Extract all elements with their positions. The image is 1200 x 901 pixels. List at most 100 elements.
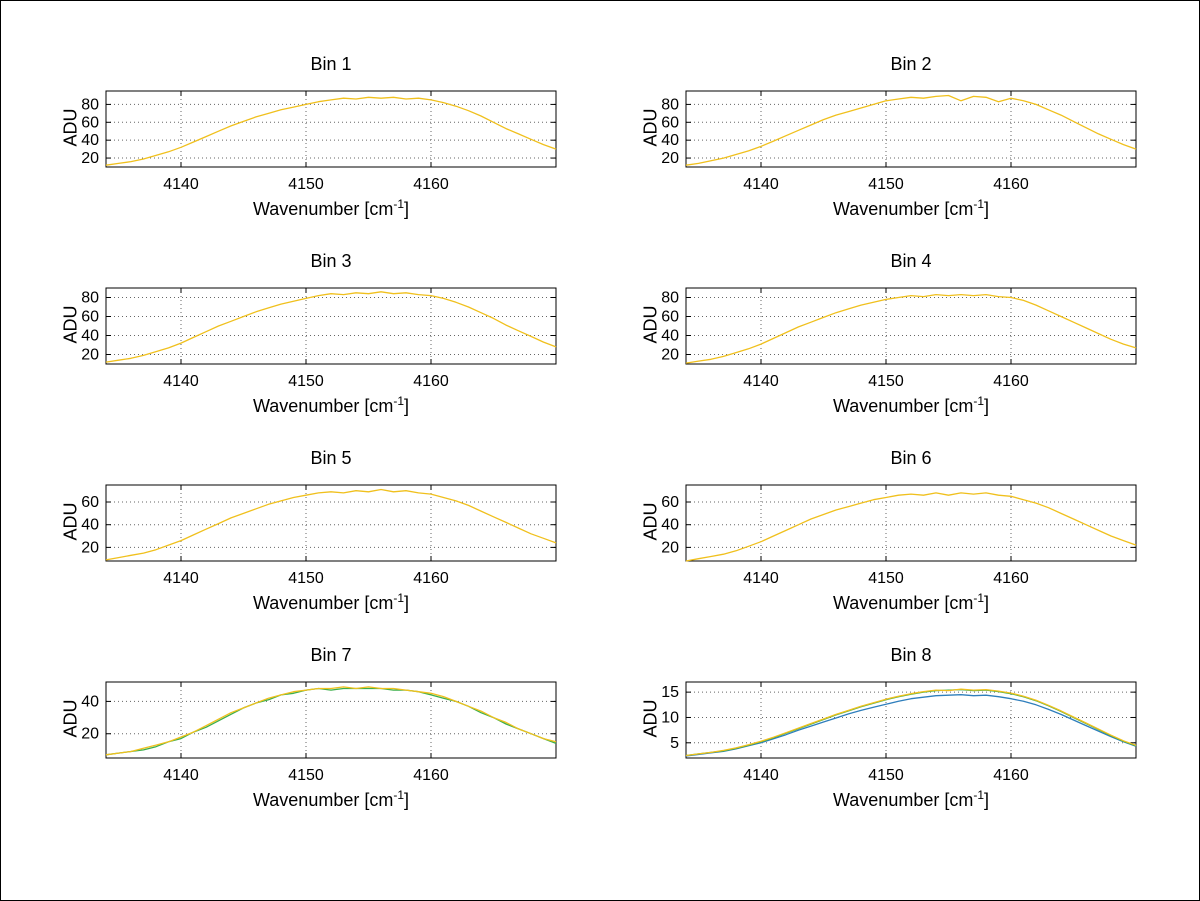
x-tick-label: 4150 (288, 767, 324, 784)
y-axis-label: ADU (60, 305, 81, 344)
y-tick-label: 40 (661, 328, 679, 345)
y-tick-label: 60 (661, 494, 679, 511)
x-axis-label-text: Wavenumber [cm (252, 790, 394, 810)
y-tick-label: 20 (661, 539, 679, 556)
y-tick-label: 40 (661, 132, 679, 149)
x-axis-label-suffix: ] (984, 790, 990, 810)
x-axis-label-suffix: ] (404, 790, 410, 810)
series-line-yellow (105, 488, 557, 561)
x-axis-label-suffix: ] (404, 199, 410, 219)
axes-box (685, 484, 1137, 562)
series-line-yellow (105, 291, 557, 363)
x-tick-label: 4160 (993, 767, 1029, 784)
x-tick-label: 4140 (163, 176, 199, 193)
plot-title-bin-4: Bin 4 (890, 251, 932, 271)
series-line-yellow (685, 293, 1137, 364)
y-axis-label: ADU (640, 699, 661, 738)
x-axis-label-text: Wavenumber [cm (252, 593, 394, 613)
x-tick-label: 4160 (413, 176, 449, 193)
x-tick-label: 4160 (993, 373, 1029, 390)
x-tick-label: 4150 (288, 570, 324, 587)
x-axis-label: Wavenumber [cm-1] (106, 788, 556, 811)
y-tick-label: 5 (670, 735, 679, 752)
y-tick-label: 80 (81, 96, 99, 113)
x-tick-label: 4160 (413, 767, 449, 784)
series-line-green (685, 688, 1137, 757)
y-tick-label: 20 (661, 347, 679, 364)
y-tick-label: 10 (661, 709, 679, 726)
series-line-yellow (685, 492, 1137, 562)
y-tick-label: 40 (81, 328, 99, 345)
x-axis-label: Wavenumber [cm-1] (686, 788, 1136, 811)
series-line-blue (685, 694, 1137, 757)
x-axis-label-suffix: ] (404, 396, 410, 416)
plot-title-bin-6: Bin 6 (890, 448, 932, 468)
y-axis-label: ADU (60, 108, 81, 147)
x-axis-label-superscript: -1 (973, 788, 985, 802)
y-tick-label: 40 (81, 517, 99, 534)
x-tick-label: 4140 (743, 373, 779, 390)
y-axis-label: ADU (60, 699, 81, 738)
series-line-green (105, 687, 557, 756)
plot-title-bin-8: Bin 8 (890, 645, 932, 665)
y-tick-label: 80 (661, 96, 679, 113)
x-axis-label-text: Wavenumber [cm (832, 396, 974, 416)
y-axis-label: ADU (640, 502, 661, 541)
x-axis-label-text: Wavenumber [cm (832, 199, 974, 219)
y-tick-label: 20 (81, 150, 99, 167)
x-tick-label: 4150 (288, 176, 324, 193)
x-axis-label-superscript: -1 (393, 197, 405, 211)
y-tick-label: 20 (81, 347, 99, 364)
plot-title-bin-1: Bin 1 (310, 54, 352, 74)
series-line-yellow (685, 94, 1137, 166)
y-axis-label: ADU (640, 108, 661, 147)
x-axis-label-suffix: ] (984, 396, 990, 416)
y-tick-label: 80 (81, 290, 99, 307)
y-axis-label: ADU (60, 502, 81, 541)
x-tick-label: 4160 (413, 570, 449, 587)
x-axis-label: Wavenumber [cm-1] (106, 394, 556, 417)
y-tick-label: 40 (81, 132, 99, 149)
x-tick-label: 4160 (413, 373, 449, 390)
x-axis-label-suffix: ] (984, 199, 990, 219)
axes-box (685, 90, 1137, 168)
y-tick-label: 80 (661, 290, 679, 307)
x-axis-label-text: Wavenumber [cm (832, 790, 974, 810)
y-tick-label: 20 (81, 539, 99, 556)
axes-box (685, 681, 1137, 759)
x-tick-label: 4140 (743, 767, 779, 784)
x-tick-label: 4150 (288, 373, 324, 390)
y-tick-label: 40 (81, 693, 99, 710)
axes-box (105, 90, 557, 168)
y-tick-label: 60 (81, 494, 99, 511)
x-tick-label: 4140 (163, 767, 199, 784)
y-axis-label: ADU (640, 305, 661, 344)
y-tick-label: 15 (661, 684, 679, 701)
x-tick-label: 4140 (743, 570, 779, 587)
x-tick-label: 4140 (163, 570, 199, 587)
y-tick-label: 60 (661, 309, 679, 326)
x-tick-label: 4150 (868, 373, 904, 390)
y-tick-label: 40 (661, 517, 679, 534)
series-line-yellow (105, 96, 557, 166)
x-axis-label: Wavenumber [cm-1] (686, 591, 1136, 614)
axes-box (105, 484, 557, 562)
x-axis-label-superscript: -1 (973, 197, 985, 211)
axes-box (685, 287, 1137, 365)
series-line-yellow (105, 686, 557, 756)
y-tick-label: 20 (661, 150, 679, 167)
x-axis-label-superscript: -1 (393, 591, 405, 605)
x-axis-label: Wavenumber [cm-1] (106, 197, 556, 220)
x-axis-label-superscript: -1 (393, 788, 405, 802)
x-axis-label-superscript: -1 (973, 394, 985, 408)
x-axis-label-suffix: ] (404, 593, 410, 613)
y-tick-label: 60 (661, 114, 679, 131)
x-tick-label: 4160 (993, 176, 1029, 193)
x-axis-label-text: Wavenumber [cm (832, 593, 974, 613)
x-axis-label-text: Wavenumber [cm (252, 396, 394, 416)
plot-title-bin-5: Bin 5 (310, 448, 352, 468)
plot-title-bin-2: Bin 2 (890, 54, 932, 74)
plot-title-bin-7: Bin 7 (310, 645, 352, 665)
